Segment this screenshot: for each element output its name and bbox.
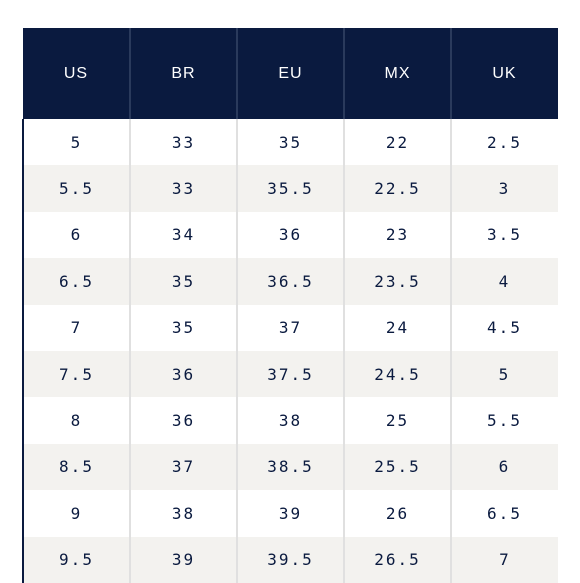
cell-mx: 22.5 [344,165,452,212]
cell-uk: 6.5 [451,490,558,537]
column-header-br: BR [130,28,238,119]
cell-mx: 26 [344,490,452,537]
table-row: 7 35 37 24 4.5 [22,304,558,351]
cell-us: 8 [22,397,131,444]
cell-us: 6.5 [22,258,131,305]
cell-br: 36 [129,397,238,444]
cell-uk: 6 [451,443,558,491]
table-row: 5.5 33 35.5 22.5 3 [22,165,558,212]
cell-uk: 5 [451,350,558,398]
cell-uk: 4 [451,258,558,305]
cell-br: 33 [129,119,238,166]
cell-eu: 35.5 [237,165,345,212]
cell-br: 39 [129,536,238,583]
cell-eu: 38 [237,397,345,444]
cell-mx: 25 [344,397,452,444]
cell-mx: 25.5 [344,443,452,491]
cell-mx: 26.5 [344,536,452,583]
cell-br: 35 [129,258,238,305]
cell-br: 37 [129,443,238,491]
cell-eu: 36.5 [237,258,345,305]
cell-mx: 24.5 [344,350,452,398]
cell-br: 36 [129,350,238,398]
cell-eu: 37.5 [237,350,345,398]
cell-uk: 2.5 [451,119,558,166]
table-row: 6.5 35 36.5 23.5 4 [22,258,558,305]
cell-us: 9.5 [22,536,131,583]
table-row: 8.5 37 38.5 25.5 6 [22,443,558,491]
table-row: 8 36 38 25 5.5 [22,397,558,444]
cell-eu: 39.5 [237,536,345,583]
cell-br: 34 [129,211,238,259]
cell-us: 9 [22,490,131,537]
cell-mx: 22 [344,119,452,166]
cell-us: 6 [22,211,131,259]
cell-eu: 36 [237,211,345,259]
table-row: 9 38 39 26 6.5 [22,490,558,537]
cell-eu: 39 [237,490,345,537]
cell-us: 5.5 [22,165,131,212]
cell-br: 35 [129,304,238,351]
cell-us: 7.5 [22,350,131,398]
table-row: 9.5 39 39.5 26.5 7 [22,536,558,583]
header-row: US BR EU MX UK [23,28,558,119]
cell-eu: 37 [237,304,345,351]
cell-eu: 38.5 [237,443,345,491]
cell-uk: 7 [451,536,558,583]
size-conversion-table: US BR EU MX UK 5 33 35 22 2.5 5.5 33 35.… [22,28,559,583]
cell-us: 7 [22,304,131,351]
table-body: 5 33 35 22 2.5 5.5 33 35.5 22.5 3 6 34 3… [22,119,558,583]
cell-us: 8.5 [22,443,131,491]
cell-uk: 3 [451,165,558,212]
cell-uk: 3.5 [451,211,558,259]
cell-us: 5 [22,119,131,166]
column-header-uk: UK [451,28,558,119]
table-row: 7.5 36 37.5 24.5 5 [22,350,558,398]
cell-eu: 35 [237,119,345,166]
cell-br: 33 [129,165,238,212]
cell-mx: 23.5 [344,258,452,305]
cell-mx: 24 [344,304,452,351]
column-header-eu: EU [237,28,345,119]
table-header: US BR EU MX UK [23,28,558,119]
table-row: 5 33 35 22 2.5 [22,119,558,166]
cell-uk: 5.5 [451,397,558,444]
cell-mx: 23 [344,211,452,259]
cell-br: 38 [129,490,238,537]
table-row: 6 34 36 23 3.5 [22,211,558,259]
column-header-mx: MX [344,28,452,119]
cell-uk: 4.5 [451,304,558,351]
column-header-us: US [23,28,131,119]
